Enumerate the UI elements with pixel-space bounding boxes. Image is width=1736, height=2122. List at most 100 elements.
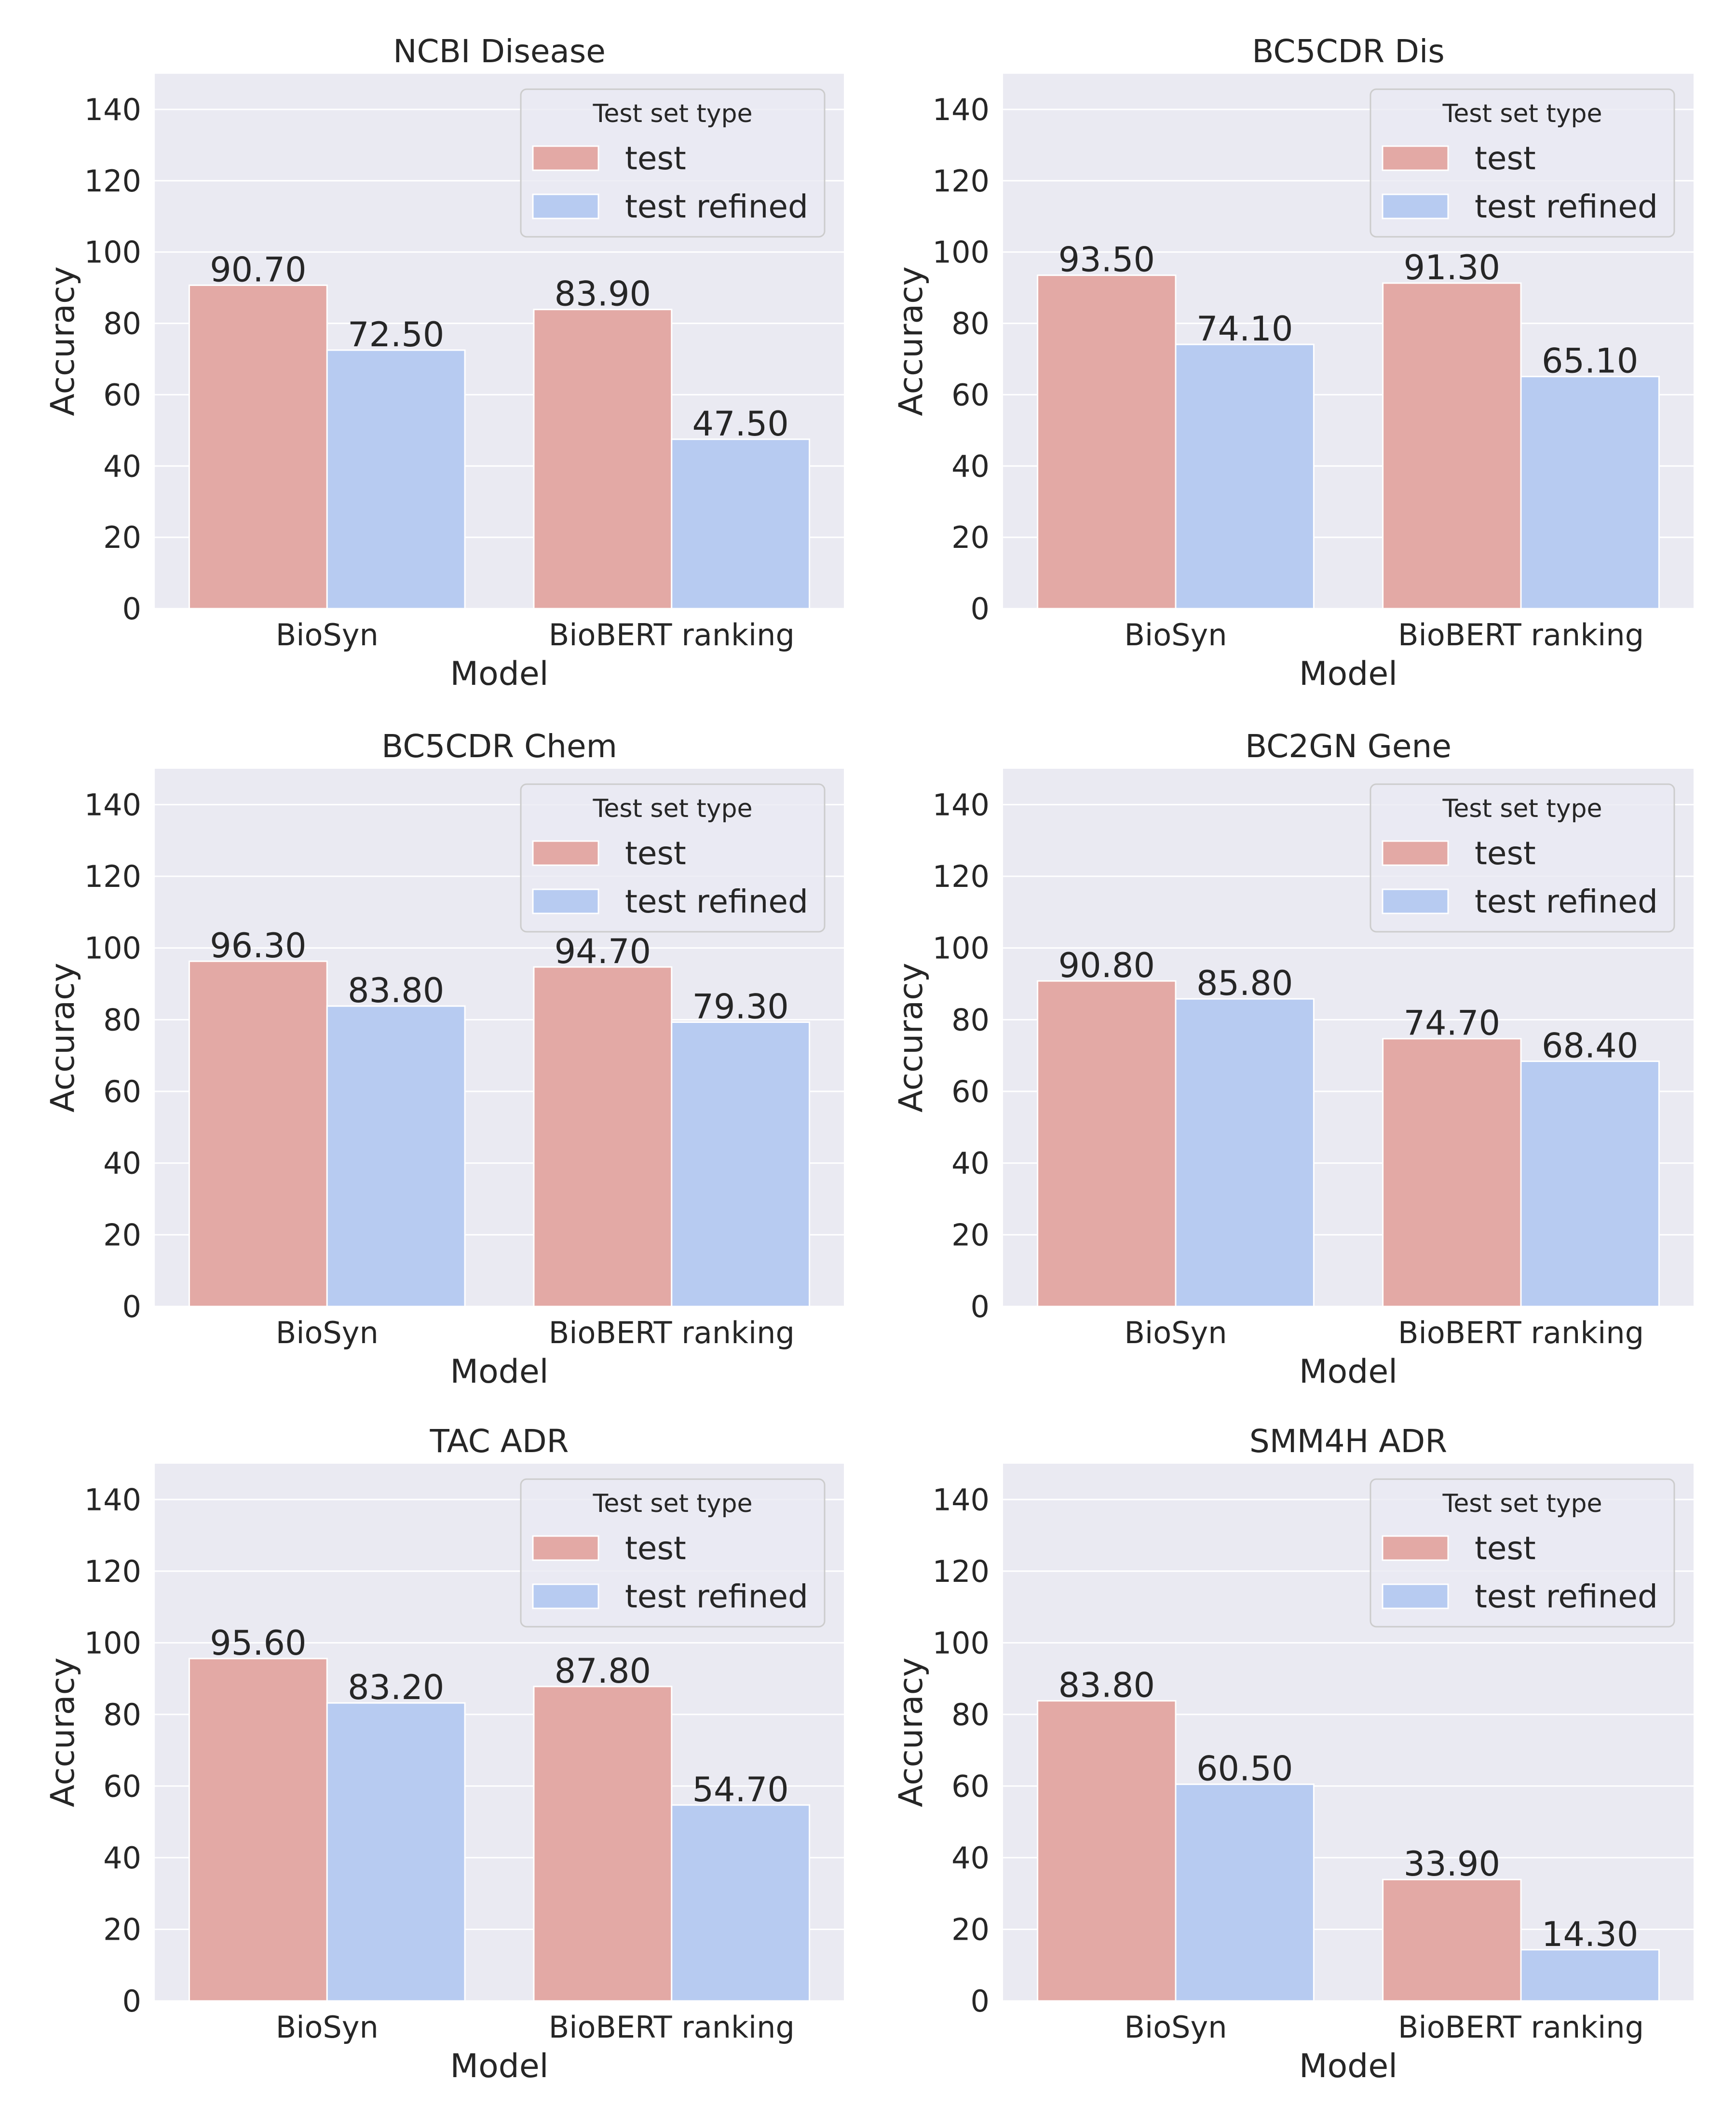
y-tick-label: 60 [103, 377, 141, 412]
bar-test-biosyn[interactable] [188, 960, 328, 1307]
bar-value-label: 83.80 [1058, 1666, 1155, 1705]
bar-test-refined-biobert-ranking[interactable] [671, 438, 811, 610]
y-axis-label: Accuracy [892, 963, 930, 1112]
bar-value-label: 83.80 [348, 971, 444, 1010]
y-tick-label: 80 [103, 1697, 141, 1732]
legend-swatch-test-refined [532, 888, 599, 914]
bar-test-refined-biobert-ranking[interactable] [1520, 376, 1660, 610]
y-tick-label: 140 [84, 92, 141, 127]
legend-label: test [625, 1530, 686, 1567]
bar-test-biobert-ranking[interactable] [1382, 282, 1522, 610]
y-tick-label: 100 [933, 1625, 990, 1660]
legend-label: test [1475, 1530, 1536, 1567]
x-tick-label: BioSyn [1124, 1315, 1227, 1350]
y-tick-label: 0 [122, 1984, 141, 2019]
x-tick-label: BioSyn [1124, 2010, 1227, 2045]
y-tick-label: 100 [84, 235, 141, 270]
bar-test-refined-biosyn[interactable] [1175, 1783, 1315, 2002]
y-tick-label: 140 [933, 787, 990, 822]
bar-test-refined-biobert-ranking[interactable] [671, 1804, 811, 2002]
y-tick-label: 60 [951, 1768, 990, 1804]
x-axis-label: Model [1299, 1353, 1397, 1391]
y-tick-label: 60 [951, 1074, 990, 1109]
bar-value-label: 94.70 [555, 932, 651, 971]
y-tick-label: 40 [103, 449, 141, 484]
bar-test-biosyn[interactable] [188, 1658, 328, 2002]
bar-value-label: 79.30 [692, 987, 788, 1027]
bar-test-refined-biosyn[interactable] [326, 1702, 466, 2002]
y-axis-label: Accuracy [892, 266, 930, 416]
legend-swatch-test-refined [1382, 1583, 1449, 1609]
x-tick-label: BioSyn [276, 2010, 379, 2045]
bar-value-label: 14.30 [1542, 1915, 1638, 1954]
legend-swatch-test-refined [532, 193, 599, 219]
bar-test-refined-biobert-ranking[interactable] [1520, 1949, 1660, 2002]
subplot-bc2gn-gene: 0 20 40 60 80 100 120 140 90.80 74.70 85.80 68.40 Bi… [892, 728, 1694, 1391]
y-tick-label: 20 [103, 1912, 141, 1947]
bar-test-biobert-ranking[interactable] [533, 1686, 673, 2002]
legend-label: test refined [625, 188, 808, 225]
bar-test-refined-biosyn[interactable] [326, 349, 466, 610]
y-tick-label: 0 [122, 591, 141, 626]
y-tick-label: 20 [951, 1912, 990, 1947]
legend-swatch-test [1382, 145, 1449, 171]
legend: Test set type test test refined [1370, 783, 1675, 933]
bar-test-biobert-ranking[interactable] [533, 966, 673, 1307]
legend-label: test refined [625, 883, 808, 920]
y-tick-label: 140 [933, 92, 990, 127]
subplot-title: TAC ADR [429, 1423, 569, 1460]
legend-label: test [625, 835, 686, 872]
x-tick-label: BioSyn [276, 1315, 379, 1350]
y-tick-label: 140 [84, 787, 141, 822]
y-tick-label: 40 [103, 1146, 141, 1181]
bar-value-label: 91.30 [1404, 248, 1500, 287]
bar-test-biosyn[interactable] [1037, 274, 1177, 610]
legend: Test set type test test refined [1370, 1478, 1675, 1628]
bar-test-biobert-ranking[interactable] [1382, 1878, 1522, 2002]
legend: Test set type test test refined [520, 88, 826, 238]
bar-value-label: 65.10 [1542, 341, 1638, 381]
subplot-title: SMM4H ADR [1249, 1423, 1447, 1460]
y-tick-label: 20 [103, 1217, 141, 1252]
x-tick-label: BioSyn [1124, 617, 1227, 653]
bar-test-biobert-ranking[interactable] [1382, 1038, 1522, 1307]
bar-test-refined-biobert-ranking[interactable] [1520, 1061, 1660, 1307]
legend-swatch-test [532, 1535, 599, 1561]
bar-test-biosyn[interactable] [1037, 980, 1177, 1307]
y-tick-label: 120 [933, 1554, 990, 1589]
legend-swatch-test-refined [532, 1583, 599, 1609]
bar-test-biosyn[interactable] [1037, 1700, 1177, 2002]
legend-label: test refined [1475, 1578, 1658, 1615]
bar-test-biobert-ranking[interactable] [533, 309, 673, 610]
bar-value-label: 95.60 [210, 1623, 306, 1663]
bar-test-refined-biobert-ranking[interactable] [671, 1021, 811, 1307]
y-axis-label: Accuracy [44, 963, 82, 1112]
legend-label: test refined [625, 1578, 808, 1615]
bar-test-biosyn[interactable] [188, 284, 328, 610]
y-tick-label: 0 [971, 1984, 990, 2019]
y-tick-label: 100 [933, 235, 990, 270]
bar-test-refined-biosyn[interactable] [1175, 998, 1315, 1307]
x-axis-label: Model [1299, 655, 1397, 693]
bar-test-refined-biosyn[interactable] [326, 1005, 466, 1307]
bar-test-refined-biosyn[interactable] [1175, 343, 1315, 610]
x-tick-label: BioBERT ranking [1398, 1315, 1644, 1350]
x-tick-label: BioBERT ranking [549, 1315, 795, 1350]
y-tick-label: 120 [933, 163, 990, 199]
y-tick-label: 60 [103, 1074, 141, 1109]
y-tick-label: 140 [933, 1482, 990, 1517]
legend-label: test [1475, 835, 1536, 872]
y-tick-label: 80 [951, 1002, 990, 1037]
bar-value-label: 83.90 [555, 274, 651, 314]
legend-label: test refined [1475, 188, 1658, 225]
subplot-title: BC5CDR Dis [1252, 33, 1444, 70]
x-tick-label: BioBERT ranking [549, 2010, 795, 2045]
y-tick-label: 120 [84, 163, 141, 199]
y-tick-label: 80 [103, 1002, 141, 1037]
x-axis-label: Model [450, 655, 548, 693]
legend: Test set type test test refined [520, 783, 826, 933]
subplot-title: BC2GN Gene [1245, 728, 1451, 765]
subplot-ncbi-disease: 0 20 40 60 80 100 120 140 90.70 83.90 72.50 47.50 Bi… [44, 33, 844, 693]
legend-label: test refined [1475, 883, 1658, 920]
y-tick-label: 20 [951, 1217, 990, 1252]
